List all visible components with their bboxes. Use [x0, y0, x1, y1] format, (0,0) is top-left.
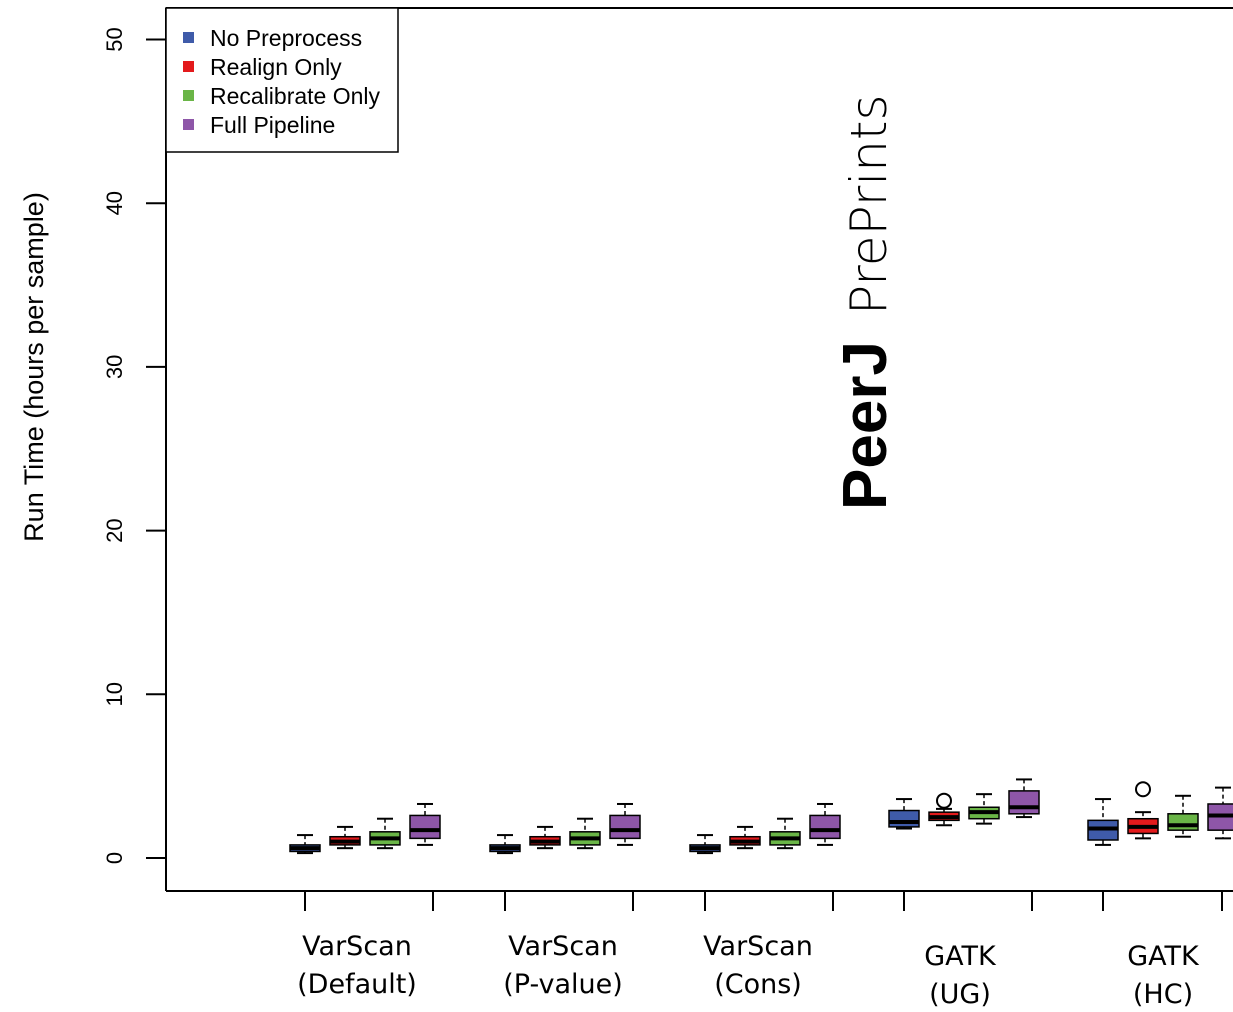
x-group-label-line2: (Default): [297, 969, 417, 1000]
box-iqr: [609, 814, 641, 840]
box-realign-only: [928, 792, 960, 827]
y-tick-label: 20: [102, 518, 127, 542]
box-recalibrate-only: [569, 817, 601, 850]
box-iqr: [1167, 813, 1199, 831]
outlier-point: [1135, 781, 1151, 798]
watermark-peerj: PeerJ: [831, 341, 900, 510]
legend-label: No Preprocess: [210, 25, 362, 51]
x-group-label-line1: VarScan: [703, 931, 813, 962]
box-full-pipeline: [1207, 786, 1233, 840]
box-no-preprocess: [1087, 798, 1119, 846]
box-recalibrate-only: [1167, 794, 1199, 838]
x-group-label-line1: VarScan: [302, 931, 412, 962]
box-realign-only: [329, 825, 361, 850]
x-group-label-line1: GATK: [924, 941, 997, 972]
box-full-pipeline: [409, 802, 441, 846]
y-axis: 0 10 20 30 40 50: [102, 27, 166, 864]
y-tick-label: 50: [102, 27, 127, 51]
outlier-point: [936, 792, 952, 809]
box-no-preprocess: [888, 798, 920, 830]
box-iqr: [809, 814, 841, 840]
box-realign-only: [529, 825, 561, 850]
x-group-label-line2: (Cons): [714, 969, 802, 1000]
box-recalibrate-only: [968, 793, 1000, 825]
legend-swatch: [183, 32, 194, 43]
legend-label: Realign Only: [210, 54, 342, 80]
y-tick-label: 40: [102, 191, 127, 215]
box-full-pipeline: [809, 802, 841, 846]
box-full-pipeline: [609, 802, 641, 846]
box-iqr: [409, 814, 441, 840]
legend-box: [165, 7, 399, 153]
x-axis: VarScan (Default) VarScan (P-value) VarScan (…: [297, 891, 1223, 1010]
watermark-preprints: PrePrints: [840, 94, 898, 315]
box-iqr: [1008, 790, 1040, 815]
x-group-label-line2: (P-value): [503, 969, 623, 1000]
legend-swatch: [183, 119, 194, 130]
y-axis-label: Run Time (hours per sample): [19, 192, 49, 542]
box-no-preprocess: [489, 834, 521, 855]
box-iqr: [888, 809, 920, 828]
x-group-label-line1: VarScan: [508, 931, 618, 962]
y-tick-label: 30: [102, 355, 127, 379]
legend-swatch: [183, 90, 194, 101]
box-no-preprocess: [689, 834, 721, 855]
x-group-label-line2: (HC): [1133, 979, 1193, 1010]
watermark: PeerJ PrePrints: [831, 94, 900, 510]
box-full-pipeline: [1008, 778, 1040, 819]
x-group-label-line2: (UG): [929, 979, 991, 1010]
box-recalibrate-only: [369, 817, 401, 850]
box-recalibrate-only: [769, 817, 801, 850]
box-realign-only: [1127, 781, 1159, 840]
legend-label: Recalibrate Only: [210, 83, 381, 109]
legend-label: Full Pipeline: [210, 112, 335, 138]
box-realign-only: [729, 825, 761, 850]
plot-area: [289, 778, 1233, 855]
box-no-preprocess: [289, 834, 321, 855]
y-tick-label: 10: [102, 682, 127, 706]
y-tick-label: 0: [102, 852, 127, 864]
legend: No Preprocess Realign Only Recalibrate Onl…: [165, 7, 399, 153]
x-group-label-line1: GATK: [1127, 941, 1200, 972]
legend-swatch: [183, 61, 194, 72]
